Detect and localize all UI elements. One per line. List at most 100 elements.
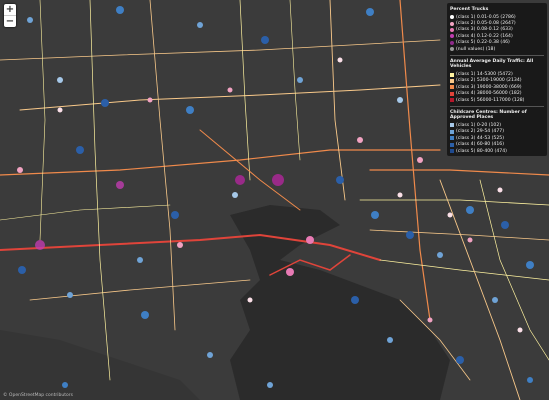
road xyxy=(0,204,171,221)
childcare-point xyxy=(501,221,509,229)
legend-label: (class 4) 60-80 (416) xyxy=(456,142,504,148)
road xyxy=(29,279,251,301)
legend-item: (class 4) 0.12-0.22 (164) xyxy=(450,33,544,39)
childcare-point xyxy=(371,211,379,219)
legend-swatch xyxy=(450,149,454,154)
legend-label: (class 1) 14-5300 (5472) xyxy=(456,72,513,78)
legend-item: (class 4) 38000-56000 (182) xyxy=(450,91,544,97)
truck-point xyxy=(467,237,473,243)
legend-swatch xyxy=(450,21,454,26)
truck-point xyxy=(147,97,153,103)
childcare-point xyxy=(492,297,498,303)
childcare-point xyxy=(116,6,124,14)
road xyxy=(479,179,549,361)
legend-item: (class 2) 29-54 (477) xyxy=(450,129,544,135)
truck-point xyxy=(227,87,233,93)
road xyxy=(149,0,176,331)
legend-label: (class 2) 29-54 (477) xyxy=(456,129,504,135)
childcare-point xyxy=(437,252,443,258)
zoom-control: + − xyxy=(4,4,16,27)
truck-point xyxy=(497,187,503,193)
legend-label: (null values) (18) xyxy=(456,46,496,52)
legend-title: Percent Trucks xyxy=(450,7,489,12)
legend-swatch xyxy=(450,34,454,39)
legend-section: Annual Average Daily Traffic: All Vehicl… xyxy=(450,55,544,103)
truck-point xyxy=(286,268,294,276)
road xyxy=(369,169,549,176)
legend-label: (class 4) 38000-56000 (182) xyxy=(456,91,522,97)
childcare-point xyxy=(137,257,143,263)
road xyxy=(379,259,549,281)
childcare-point xyxy=(527,377,533,383)
legend-item: (class 1) 0-20 (102) xyxy=(450,122,544,128)
legend-item: (class 1) 14-5300 (5472) xyxy=(450,71,544,77)
road xyxy=(269,254,351,276)
road xyxy=(369,229,549,241)
childcare-point xyxy=(27,17,33,23)
legend-label: (class 3) 19000-38000 (669) xyxy=(456,84,522,90)
truck-point xyxy=(272,174,284,186)
truck-point xyxy=(57,107,63,113)
legend-swatch xyxy=(450,129,454,134)
road xyxy=(359,199,549,206)
water xyxy=(0,330,200,400)
legend-label: (class 5) 0.22-0.38 (46) xyxy=(456,40,510,46)
truck-point xyxy=(235,175,245,185)
childcare-point xyxy=(101,99,109,107)
legend-item: (class 3) 19000-38000 (669) xyxy=(450,84,544,90)
childcare-point xyxy=(207,352,213,358)
childcare-point xyxy=(366,8,374,16)
legend-swatch xyxy=(450,72,454,77)
truck-point xyxy=(397,192,403,198)
childcare-point xyxy=(267,382,273,388)
childcare-point xyxy=(62,382,68,388)
road xyxy=(0,233,381,261)
legend-section: Childcare Centres: Number of Approved Pl… xyxy=(450,106,544,154)
legend-label: (class 2) 5300-19000 (2134) xyxy=(456,78,522,84)
legend-item: (class 3) 0.08-0.12 (633) xyxy=(450,27,544,33)
road xyxy=(0,39,441,61)
legend-swatch xyxy=(450,15,454,20)
childcare-point xyxy=(171,211,179,219)
truck-point xyxy=(17,167,23,173)
road xyxy=(399,299,471,381)
legend-swatch xyxy=(450,78,454,83)
childcare-point xyxy=(261,36,269,44)
childcare-point xyxy=(18,6,534,388)
road xyxy=(89,0,111,381)
legend: Percent Trucks (class 1) 0.01-0.05 (2786)… xyxy=(447,3,547,157)
childcare-point xyxy=(351,296,359,304)
legend-swatch xyxy=(450,136,454,141)
legend-label: (class 3) 44-53 (525) xyxy=(456,135,504,141)
truck-point xyxy=(35,240,45,250)
zoom-out[interactable]: − xyxy=(5,16,15,27)
legend-label: (class 1) 0.01-0.05 (2786) xyxy=(456,14,516,20)
road xyxy=(439,179,521,400)
truck-point xyxy=(357,137,363,143)
legend-swatch xyxy=(450,47,454,52)
childcare-point xyxy=(336,176,344,184)
truck-point xyxy=(427,317,433,323)
truck-point xyxy=(447,212,453,218)
childcare-point xyxy=(387,337,393,343)
childcare-point xyxy=(526,261,534,269)
zoom-in[interactable]: + xyxy=(4,4,16,16)
legend-swatch xyxy=(450,85,454,90)
legend-label: (class 1) 0-20 (102) xyxy=(456,122,502,128)
legend-item: (class 5) 0.22-0.38 (46) xyxy=(450,40,544,46)
childcare-point xyxy=(397,97,403,103)
truck-point xyxy=(337,57,343,63)
truck-point xyxy=(306,236,314,244)
legend-item: (null values) (18) xyxy=(450,46,544,52)
road xyxy=(399,0,431,321)
childcare-point xyxy=(57,77,63,83)
legend-label: (class 4) 0.12-0.22 (164) xyxy=(456,33,513,39)
road xyxy=(0,149,441,176)
legend-swatch xyxy=(450,40,454,45)
road xyxy=(19,84,441,111)
legend-label: (class 3) 0.08-0.12 (633) xyxy=(456,27,513,33)
truck-point xyxy=(177,242,183,248)
childcare-point xyxy=(406,231,414,239)
